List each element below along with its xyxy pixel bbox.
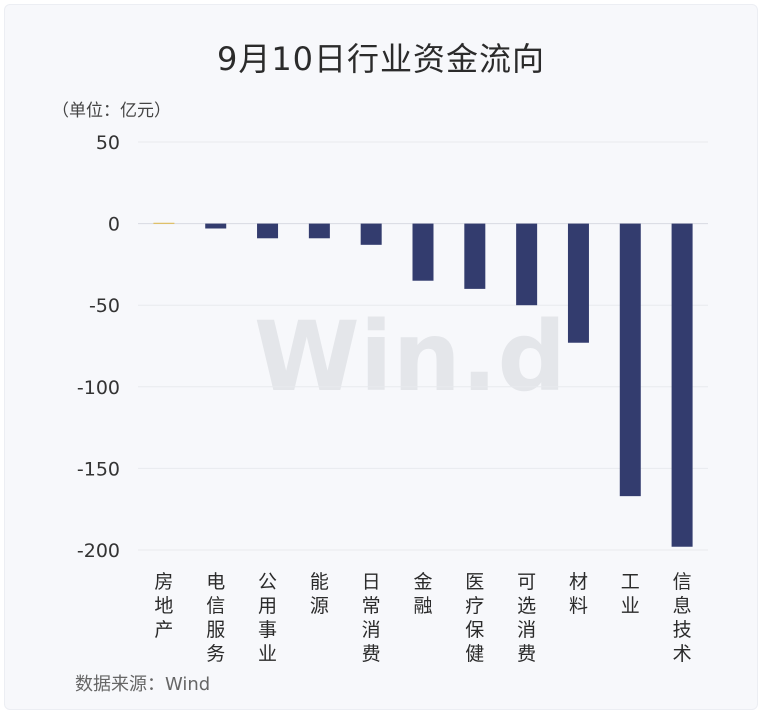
bar <box>671 223 693 547</box>
unit-label: （单位：亿元） <box>52 101 171 121</box>
x-tick-label: 工业 <box>621 571 640 617</box>
x-tick-label: 材料 <box>569 571 588 617</box>
y-tick-label: 50 <box>96 132 120 154</box>
y-tick-label: 0 <box>108 214 120 236</box>
x-tick-label: 金融 <box>413 571 432 617</box>
x-tick-label: 公用事业 <box>258 571 277 665</box>
x-tick-label: 可选消费 <box>517 571 536 665</box>
bar <box>619 223 641 497</box>
y-tick-label: -200 <box>77 540 120 562</box>
y-tick-label: -150 <box>77 458 120 480</box>
x-tick-label: 能源 <box>310 571 329 617</box>
x-tick-label: 电信服务 <box>206 571 225 665</box>
source-label: 数据来源：Wind <box>75 674 211 695</box>
x-tick-label: 房地产 <box>154 571 173 641</box>
x-tick-label: 日常消费 <box>362 571 381 665</box>
bar <box>257 223 279 239</box>
watermark: Win.d <box>254 301 566 413</box>
bar <box>567 223 589 343</box>
bar <box>205 223 227 229</box>
bar <box>516 223 538 306</box>
bar <box>360 223 382 245</box>
x-tick-label: 信息技术 <box>673 571 692 665</box>
y-tick-label: -100 <box>77 377 120 399</box>
bar <box>412 223 434 281</box>
bar <box>464 223 486 289</box>
chart-title: 9月10日行业资金流向 <box>216 40 546 78</box>
y-tick-label: -50 <box>89 295 120 317</box>
bar <box>153 222 175 224</box>
x-tick-label: 医疗保健 <box>465 571 484 665</box>
bar <box>308 223 330 239</box>
